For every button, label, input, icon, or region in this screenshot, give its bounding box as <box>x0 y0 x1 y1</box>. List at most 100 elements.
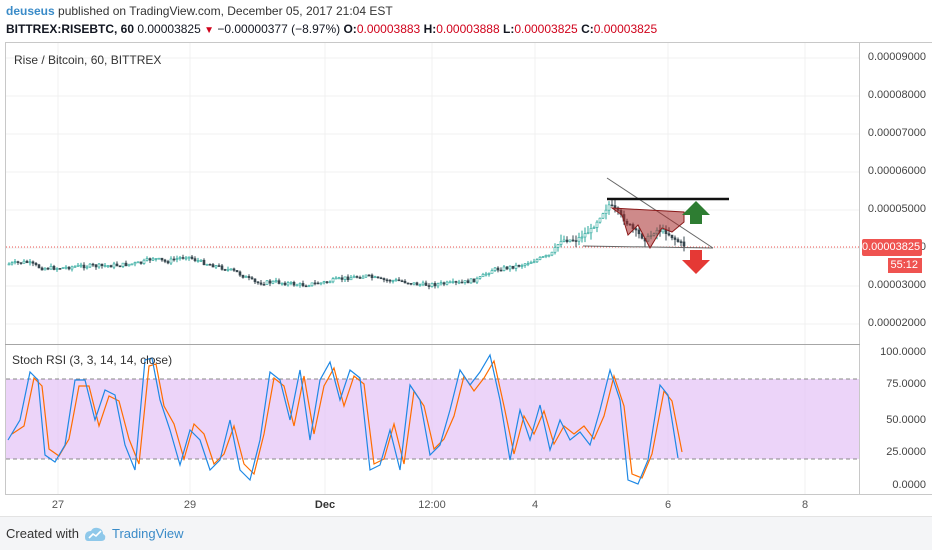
candle-body <box>235 270 239 273</box>
candle-body <box>82 264 86 269</box>
candle-body <box>97 263 101 268</box>
publish-info: published on TradingView.com, December 0… <box>54 4 393 18</box>
candle-body <box>124 262 128 267</box>
candle-body <box>391 280 395 282</box>
candle-body <box>37 264 41 269</box>
rsi-tick-label: 100.0000 <box>880 346 926 358</box>
candle-body <box>109 265 113 268</box>
candle-body <box>601 213 605 219</box>
price-tick-label: 0.00005000 <box>867 203 926 215</box>
candle-body <box>181 257 185 259</box>
candle-body <box>433 283 437 287</box>
time-axis-label: 29 <box>183 499 197 511</box>
symbol-label[interactable]: BITTREX:RISEBTC, 60 <box>6 22 135 36</box>
price-tick-label: 0.00007000 <box>867 127 926 139</box>
candle-body <box>547 254 551 257</box>
candle-body <box>346 276 350 281</box>
candle-body <box>178 257 182 259</box>
candle-body <box>64 266 68 269</box>
tradingview-brand-link[interactable]: TradingView <box>112 526 184 541</box>
candle-body <box>196 260 200 262</box>
candle-body <box>349 277 353 281</box>
candle-body <box>118 265 122 268</box>
candle-body <box>334 277 338 280</box>
candle-body <box>22 260 26 264</box>
time-axis[interactable]: 27 29 Dec 12:00 4 6 8 <box>5 495 860 515</box>
trendline-lower <box>582 245 714 249</box>
time-axis-label: 27 <box>51 499 65 511</box>
candle-body <box>592 227 596 229</box>
bar-countdown-tag: 55:12 <box>888 258 922 273</box>
candle-body <box>397 279 401 282</box>
time-axis-label: 6 <box>664 499 672 511</box>
candle-body <box>553 247 557 253</box>
author-link[interactable]: deuseus <box>6 4 55 18</box>
pane-divider[interactable] <box>5 344 860 345</box>
candle-body <box>259 282 263 285</box>
candle-body <box>640 233 644 239</box>
candle-body <box>187 256 191 259</box>
candle-body <box>292 281 296 286</box>
candle-body <box>100 263 104 267</box>
candle-body <box>424 282 428 286</box>
candle-body <box>613 205 617 209</box>
candle-body <box>94 264 98 268</box>
candle-body <box>556 244 560 248</box>
candle-body <box>304 285 308 288</box>
candle-body <box>382 278 386 281</box>
candle-body <box>142 259 146 264</box>
price-pane-title: Rise / Bitcoin, 60, BITTREX <box>14 53 162 67</box>
candle-body <box>634 228 638 231</box>
candle-body <box>169 258 173 264</box>
candle-body <box>565 239 569 242</box>
candle-body <box>676 239 680 242</box>
candle-body <box>307 285 311 288</box>
candle-body <box>361 276 365 279</box>
candle-body <box>322 281 326 284</box>
candle-body <box>250 277 254 280</box>
arrow-up-icon <box>682 201 710 224</box>
candle-body <box>343 276 347 280</box>
candle-body <box>52 266 56 270</box>
candle-body <box>367 274 371 277</box>
candle-body <box>535 259 539 263</box>
symbol-info-bar: BITTREX:RISEBTC, 60 0.00003825 ▼ −0.0000… <box>6 21 657 37</box>
low-label: L: <box>502 22 515 36</box>
candle-body <box>427 285 431 287</box>
candle-body <box>28 261 32 264</box>
candle-body <box>457 281 461 284</box>
candle-body <box>355 276 359 278</box>
candle-body <box>211 264 215 268</box>
candle-body <box>58 268 62 270</box>
candle-body <box>256 281 260 284</box>
candle-body <box>505 266 509 270</box>
candle-body <box>460 281 464 284</box>
footer: Created with TradingView <box>0 516 932 550</box>
candle-body <box>481 274 485 278</box>
publish-header: deuseus published on TradingView.com, De… <box>6 3 393 19</box>
candle-body <box>559 241 563 245</box>
candle-body <box>661 229 665 233</box>
arrow-down-icon <box>682 250 710 274</box>
time-axis-label: 8 <box>801 499 809 511</box>
candle-body <box>454 281 458 283</box>
candle-body <box>637 229 641 235</box>
candle-body <box>199 259 203 262</box>
candle-body <box>10 262 14 265</box>
candle-body <box>85 266 89 269</box>
candle-body <box>514 264 518 269</box>
rsi-tick-label: 75.0000 <box>886 378 926 390</box>
price-scale[interactable] <box>860 42 932 495</box>
price-tick-label: 0.00006000 <box>867 165 926 177</box>
candle-body <box>88 263 92 268</box>
close-value: 0.00003825 <box>593 22 658 36</box>
candle-body <box>202 259 206 266</box>
chart-canvas[interactable] <box>0 0 932 516</box>
stoch-k-line <box>7 353 679 485</box>
candle-body <box>511 265 515 269</box>
candle-body <box>16 261 20 263</box>
chart-drawings <box>582 177 729 274</box>
candle-body <box>295 284 299 287</box>
candle-body <box>61 267 65 269</box>
price-tick-label: 0.00002000 <box>867 317 926 329</box>
